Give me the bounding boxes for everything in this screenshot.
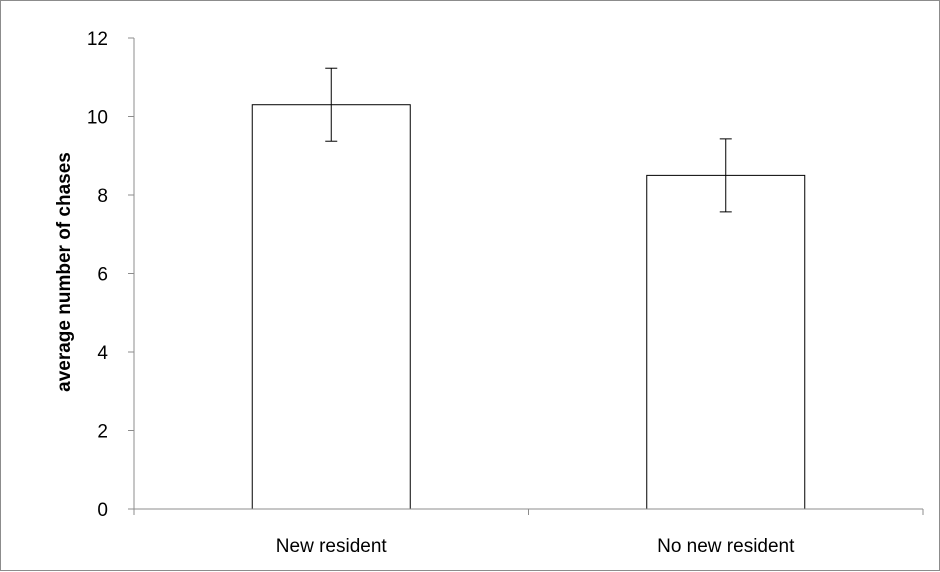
- y-tick-label: 4: [97, 343, 108, 364]
- y-tick-label: 8: [97, 186, 108, 207]
- x-axis-categories: New resident No new resident: [276, 536, 795, 557]
- x-category-label: New resident: [276, 536, 388, 557]
- error-bar-0: [325, 67, 338, 142]
- bars: [251, 104, 806, 510]
- y-tick-label: 12: [87, 29, 108, 50]
- bar-0: [251, 104, 411, 510]
- x-category-label: No new resident: [657, 536, 795, 557]
- y-tick-label: 6: [97, 265, 108, 286]
- error-bars: [325, 67, 732, 213]
- y-axis-ticks: 0 2 4 6 8 10 12: [87, 29, 134, 521]
- error-bar-1: [719, 138, 732, 213]
- y-tick-label: 10: [87, 108, 108, 129]
- y-tick-label: 2: [97, 422, 108, 443]
- bar-1: [646, 174, 806, 510]
- axes: [133, 38, 924, 515]
- y-axis-title: average number of chases: [54, 152, 75, 392]
- y-tick-label: 0: [97, 500, 108, 521]
